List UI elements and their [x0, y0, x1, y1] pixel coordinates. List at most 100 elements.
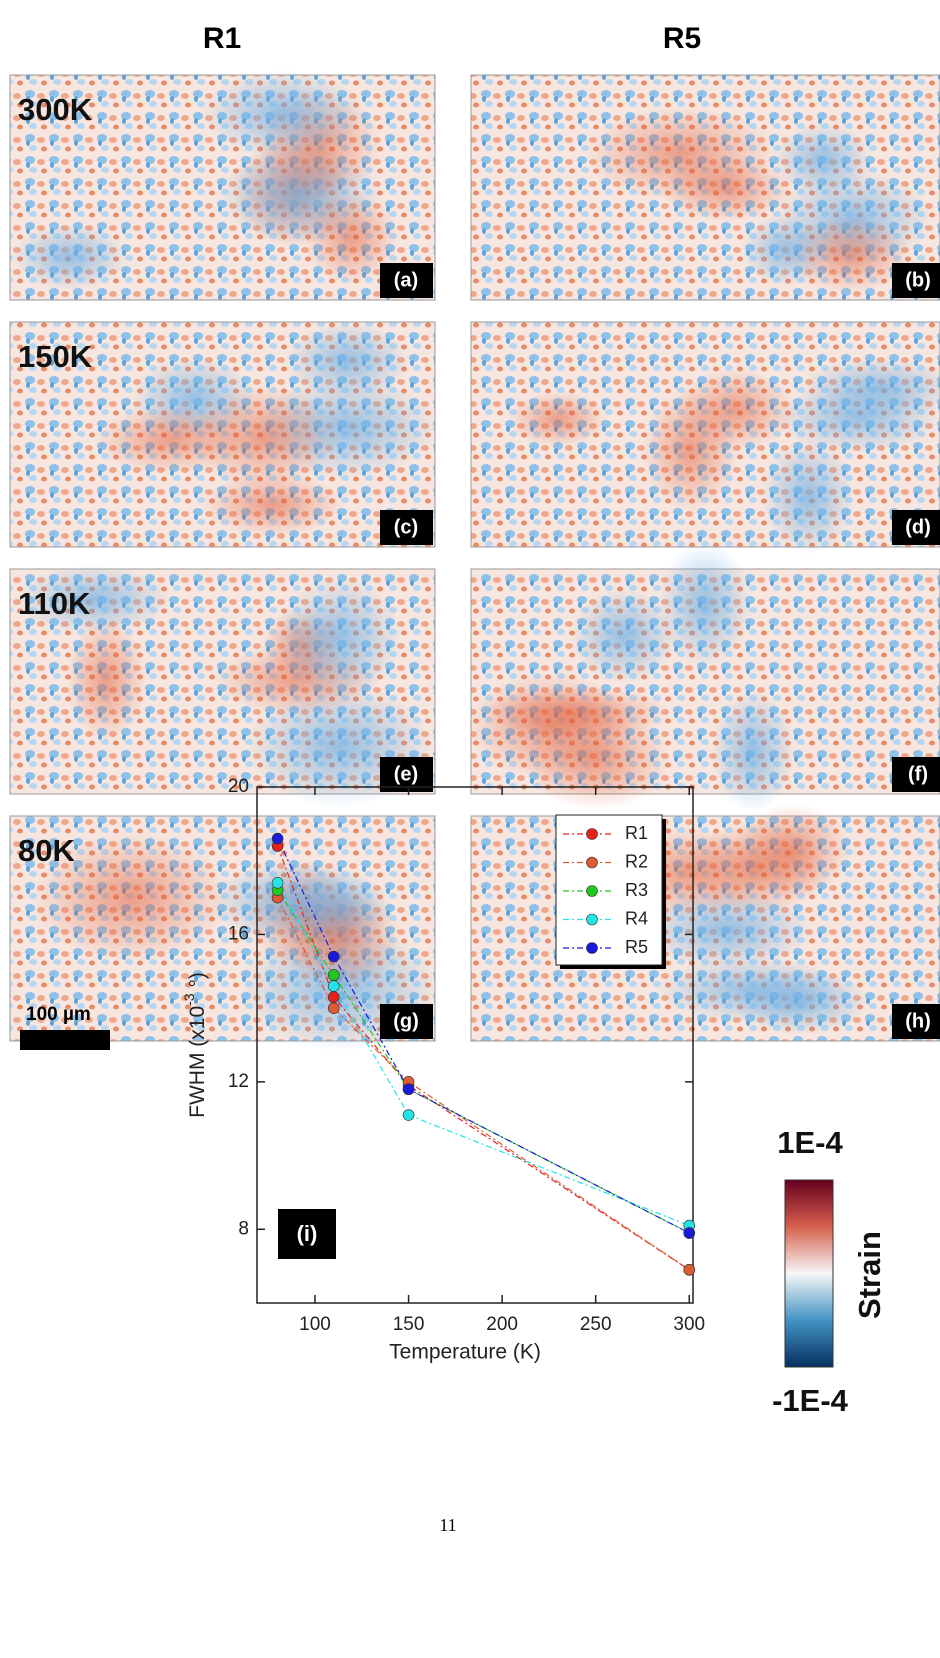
letter-box	[892, 510, 940, 545]
map-blob	[12, 223, 128, 291]
legend-marker	[586, 885, 598, 897]
plot-frame	[256, 786, 694, 1304]
legend-marker	[586, 828, 598, 840]
data-point	[271, 832, 284, 845]
panel-letter: (c)	[394, 516, 418, 538]
legend-box	[555, 814, 663, 966]
map-blob	[712, 690, 795, 813]
legend-marker	[586, 856, 598, 869]
legend-label: R1	[625, 823, 648, 843]
colorbar-title: Strain	[852, 1231, 887, 1319]
x-tick-label: 300	[673, 1314, 705, 1335]
legend-marker	[586, 913, 598, 926]
data-point	[327, 980, 340, 992]
map-blob	[641, 890, 813, 970]
map-blob	[303, 192, 399, 284]
panel-label-box	[278, 1209, 336, 1259]
strain-map: (e)	[9, 565, 436, 808]
column-title: R1	[203, 22, 241, 55]
data-point	[402, 1083, 415, 1096]
x-tick-label: 150	[393, 1314, 425, 1335]
strain-map: (f)	[467, 542, 940, 813]
data-point	[327, 991, 340, 1003]
y-tick-label: 12	[228, 1071, 249, 1092]
column-title: R5	[663, 22, 701, 55]
strain-map: (g)	[9, 815, 439, 1052]
y-axis-label: FWHM (x10-3 °)	[181, 972, 209, 1118]
y-label-sup: -3	[181, 993, 197, 1006]
y-label-tail: °)	[186, 972, 209, 993]
colorbar-min: -1E-4	[772, 1383, 849, 1418]
x-tick-label: 200	[486, 1314, 518, 1335]
temperature-label: 80K	[18, 833, 75, 868]
legend-label: R4	[625, 908, 648, 928]
page-number: 11	[439, 1515, 456, 1535]
data-point	[402, 1109, 415, 1121]
map-blob	[571, 588, 677, 684]
letter-box	[892, 1004, 940, 1039]
data-point	[327, 1002, 340, 1014]
map-blob	[210, 859, 378, 944]
letter-box	[380, 1004, 433, 1039]
map-blob	[661, 156, 792, 222]
strain-map: (b)	[470, 74, 940, 301]
y-tick-label: 16	[228, 923, 249, 944]
data-point	[271, 877, 284, 889]
series-line	[277, 897, 690, 1271]
map-blob	[65, 618, 147, 742]
strain-maps: R1 R5 (a) (b) 300K (c) (d) 150K (e) (f) 110K (g) (h)…	[9, 22, 940, 1052]
map-blob	[193, 384, 334, 490]
letter-box	[380, 263, 433, 298]
legend-marker	[586, 942, 598, 954]
map-blob	[201, 70, 364, 158]
map-blob	[276, 577, 402, 699]
series-line	[277, 845, 690, 1271]
map-blob	[735, 803, 851, 897]
data-point	[683, 1227, 696, 1239]
map-blob	[800, 357, 940, 420]
legend: R1 R2 R3 R4 R5	[555, 814, 666, 969]
series-line	[277, 889, 690, 1234]
scale-bar	[20, 1030, 110, 1050]
legend-label: R5	[625, 937, 648, 957]
panel-label: (i)	[297, 1221, 318, 1246]
x-tick-label: 100	[299, 1314, 331, 1335]
map-blob	[774, 122, 873, 197]
panel-letter: (b)	[905, 269, 931, 291]
map-blob	[16, 565, 171, 634]
map-blob	[658, 542, 752, 667]
y-tick-label: 8	[238, 1218, 249, 1239]
colorbar-max: 1E-4	[777, 1125, 843, 1160]
y-label-main: FWHM (x10	[186, 1006, 209, 1118]
map-blob	[201, 472, 344, 537]
temperature-label: 150K	[18, 339, 93, 374]
map-blob	[741, 213, 830, 286]
panel-letter: (h)	[905, 1010, 931, 1032]
map-blob	[731, 969, 870, 1035]
panel-letter: (e)	[394, 763, 418, 785]
temperature-label: 300K	[18, 92, 93, 127]
strain-map: (a)	[9, 70, 436, 301]
letter-box	[892, 757, 940, 792]
letter-box	[380, 757, 433, 792]
letter-box	[380, 510, 433, 545]
map-blob	[642, 387, 739, 512]
x-axis-label: Temperature (K)	[389, 1341, 541, 1364]
strain-map: (c)	[9, 321, 439, 548]
series-line	[277, 838, 690, 1234]
map-blob	[761, 439, 856, 555]
panel-letter: (f)	[908, 763, 928, 785]
data-point	[327, 969, 340, 981]
legend-label: R2	[625, 851, 648, 871]
series-line	[277, 882, 690, 1227]
map-blob	[508, 391, 608, 448]
data-point	[683, 1264, 696, 1276]
colorbar	[784, 1179, 834, 1368]
panel-letter: (d)	[905, 516, 931, 538]
map-blob	[483, 686, 671, 739]
y-tick-label: 20	[228, 776, 249, 797]
legend-label: R3	[625, 880, 648, 900]
panel-letter: (g)	[393, 1010, 419, 1032]
data-point	[327, 950, 340, 963]
